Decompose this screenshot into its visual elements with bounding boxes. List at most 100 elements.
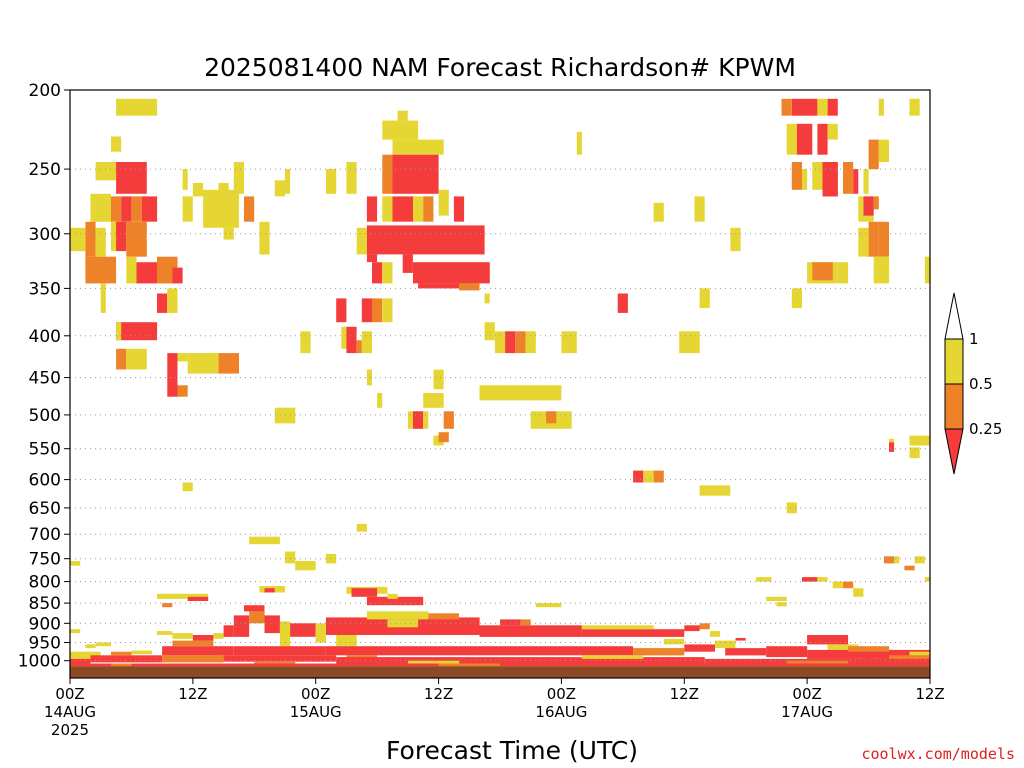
heatmap-cell xyxy=(223,625,234,637)
heatmap-cell xyxy=(116,322,122,341)
heatmap-cell xyxy=(653,202,664,222)
legend-label: 1 xyxy=(969,330,979,348)
heatmap-cell xyxy=(812,162,823,190)
heatmap-cell xyxy=(786,123,797,155)
heatmap-cell xyxy=(392,196,413,222)
heatmap-cell xyxy=(182,169,188,190)
heatmap-cell xyxy=(264,615,280,634)
heatmap-cell xyxy=(177,385,188,397)
heatmap-cell xyxy=(878,98,884,116)
heatmap-cell xyxy=(126,256,137,284)
heatmap-cell xyxy=(382,154,393,194)
x-tick-label: 00Z xyxy=(55,685,84,703)
x-tick-label: 12Z xyxy=(424,685,453,703)
heatmap-cell xyxy=(382,262,393,284)
heatmap-cell xyxy=(387,593,398,599)
heatmap-cell xyxy=(233,646,326,656)
x-tick-label: 12Z xyxy=(178,685,207,703)
heatmap-cell xyxy=(894,556,900,564)
heatmap-cell xyxy=(187,353,219,374)
x-tick-label: 16AUG xyxy=(535,703,587,721)
heatmap-cell xyxy=(633,648,685,656)
heatmap-cell xyxy=(366,196,378,222)
heatmap-cell xyxy=(699,623,710,630)
heatmap-cell xyxy=(914,556,925,564)
x-tick-label: 00Z xyxy=(301,685,330,703)
heatmap-cell xyxy=(172,633,193,639)
heatmap-cell xyxy=(889,438,895,443)
heatmap-cell xyxy=(863,196,874,216)
heatmap-cell xyxy=(858,227,869,257)
y-axis: 200 250 300 350 400 450 500 550 600 650 700 750 8008… xyxy=(18,81,70,672)
x-tick-label: 2025 xyxy=(51,721,89,739)
heatmap-cell xyxy=(157,256,178,284)
heatmap-cell xyxy=(413,411,424,429)
y-tick-label: 250 xyxy=(29,160,61,180)
plot-frame xyxy=(69,89,931,679)
heatmap-cell xyxy=(95,162,117,181)
heatmap-cell xyxy=(878,221,889,257)
heatmap-cell xyxy=(735,638,746,641)
heatmap-cell xyxy=(218,183,229,197)
heatmap-cell xyxy=(699,288,710,309)
heatmap-cell xyxy=(581,629,685,637)
heatmap-cell xyxy=(459,283,480,291)
heatmap-cell xyxy=(136,262,157,284)
heatmap-cell xyxy=(366,369,372,386)
heatmap-cell xyxy=(356,340,362,354)
heatmap-cell xyxy=(382,298,393,323)
heatmap-cell xyxy=(116,162,147,194)
heatmap-cell xyxy=(95,227,106,257)
y-tick-label: 300 xyxy=(29,225,61,245)
heatmap-cell xyxy=(843,162,854,194)
heatmap-cell xyxy=(111,663,132,667)
heatmap-cell xyxy=(791,288,802,309)
heatmap-cell xyxy=(520,657,705,664)
heatmap-cell xyxy=(796,123,813,155)
heatmap-cell xyxy=(326,646,480,656)
y-tick-label: 950 xyxy=(29,634,61,654)
heatmap-cell xyxy=(878,139,889,162)
heatmap-cell xyxy=(581,655,644,659)
heatmap-cell xyxy=(786,660,849,664)
ground-layer xyxy=(70,666,930,678)
x-tick-label: 00Z xyxy=(547,685,576,703)
heatmap-cell xyxy=(233,615,250,637)
heatmap-cell xyxy=(868,221,879,257)
heatmap-cell xyxy=(653,470,664,483)
y-tick-label: 600 xyxy=(29,471,61,491)
heatmap-cell xyxy=(131,196,142,222)
heatmap-cell xyxy=(679,331,700,354)
x-tick-label: 00Z xyxy=(792,685,821,703)
heatmap-cell xyxy=(392,154,439,194)
heatmap-cell xyxy=(438,189,449,216)
x-tick-label: 15AUG xyxy=(290,703,342,721)
heatmap-cell xyxy=(684,644,715,652)
heatmap-cell xyxy=(157,293,168,313)
heatmap-cell xyxy=(162,655,224,663)
heatmap-cell xyxy=(290,623,316,637)
heatmap-cell xyxy=(249,536,280,545)
heatmap-cell xyxy=(843,581,854,589)
heatmap-cell xyxy=(95,642,111,647)
heatmap-cell xyxy=(479,385,562,401)
heatmap-cell xyxy=(786,502,797,514)
heatmap-cell xyxy=(443,411,454,429)
legend-label: 0.25 xyxy=(969,420,1002,438)
y-tick-label: 500 xyxy=(29,406,61,426)
heatmap-cell xyxy=(791,98,818,116)
heatmap-cell xyxy=(254,661,296,665)
y-tick-label: 450 xyxy=(29,369,61,389)
heatmap-cell xyxy=(366,596,424,606)
heatmap-cell xyxy=(172,267,183,284)
heatmap-cell xyxy=(336,298,347,323)
ground-band xyxy=(70,666,930,678)
heatmap-cell xyxy=(172,640,214,647)
heatmap-cell xyxy=(494,331,506,354)
heatmap-cell xyxy=(116,348,127,370)
heatmap-cell xyxy=(581,625,654,630)
heatmap-cell xyxy=(285,551,296,564)
heatmap-cell xyxy=(617,293,628,313)
heatmap-cell xyxy=(438,663,500,667)
